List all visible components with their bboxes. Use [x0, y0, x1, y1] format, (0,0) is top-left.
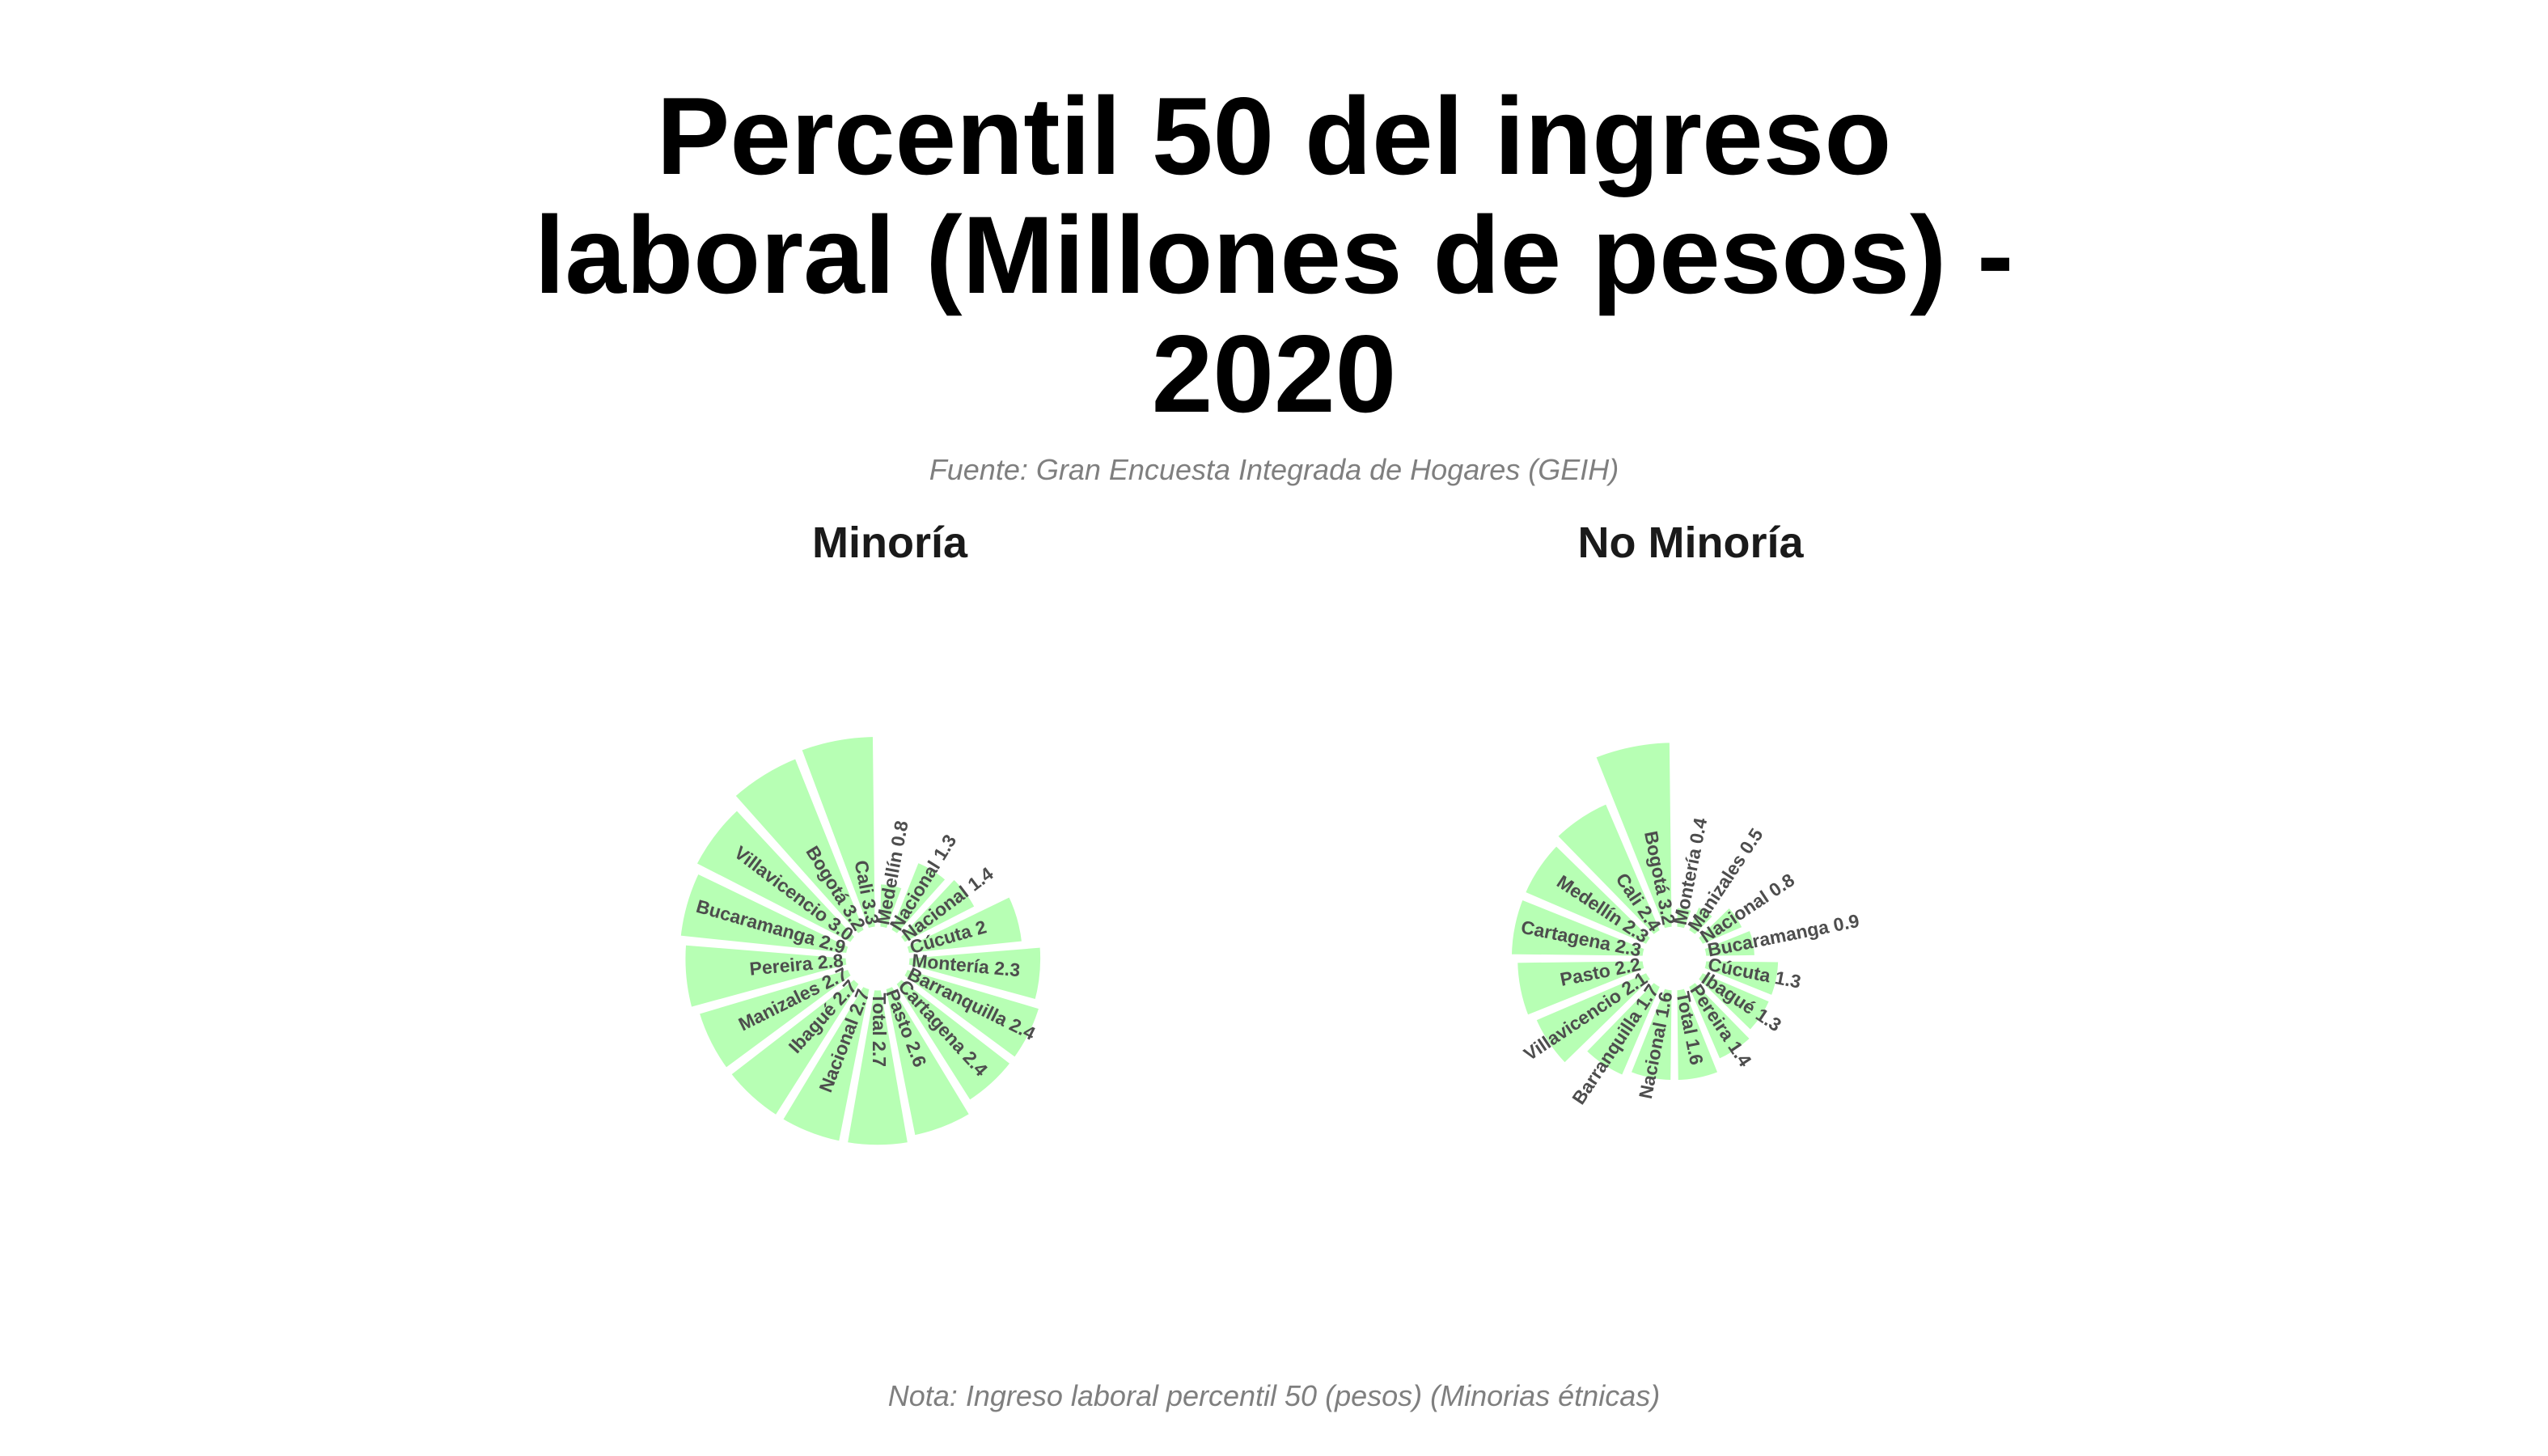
chart-caption: Nota: Ingreso laboral percentil 50 (peso… [887, 1379, 1661, 1412]
bar-pereira-12 [680, 940, 853, 1013]
bar-barranquilla-9 [1580, 976, 1666, 1081]
bar-medellin-13 [1519, 840, 1657, 950]
bar-villavicencio-10 [1530, 967, 1657, 1069]
bar-cucuta-3 [900, 891, 1027, 959]
panel-title-no-minoria: No Minoría [1577, 518, 1804, 567]
bar-cartagena-12 [1506, 894, 1651, 961]
bar-total-8 [842, 984, 913, 1150]
bar-cucuta-4 [1698, 956, 1784, 1001]
bar-bogota-15 [1589, 738, 1677, 935]
chart-title: Percentil 50 del ingreso laboral (Millon… [534, 74, 2014, 435]
bar-nacional-9 [777, 980, 875, 1147]
bar-monteria-4 [903, 942, 1046, 1005]
bar-manizales-11 [693, 963, 857, 1074]
bar-pasto-11 [1513, 956, 1651, 1022]
bar-label-total-8: Total 2.7 [869, 993, 890, 1067]
bar-barranquilla-5 [898, 963, 1045, 1064]
bar-nacional-8 [1625, 982, 1677, 1086]
bar-pereira-6 [1682, 976, 1757, 1065]
bar-bogota-15 [729, 752, 870, 941]
bar-total-7 [1672, 982, 1724, 1086]
bar-cartagena-6 [890, 973, 1017, 1107]
bar-villavicencio-14 [690, 804, 861, 949]
panel-title-minoria: Minoría [811, 518, 967, 567]
bar-bucaramanga-13 [675, 867, 855, 959]
bar-nacional-2 [894, 873, 981, 949]
bar-ibague-10 [725, 973, 866, 1122]
bar-ibague-5 [1691, 967, 1776, 1036]
bar-pasto-7 [880, 980, 976, 1141]
chart-subtitle: Fuente: Gran Encuesta Integrada de Hogar… [929, 453, 1619, 486]
bar-cali-14 [1551, 798, 1666, 942]
bar-cali-16 [795, 731, 880, 934]
